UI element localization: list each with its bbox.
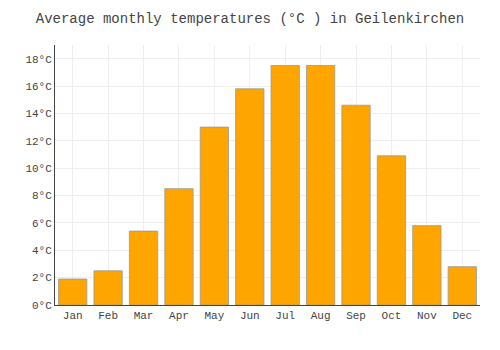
svg-text:Mar: Mar bbox=[134, 310, 154, 322]
svg-text:Oct: Oct bbox=[382, 310, 402, 322]
svg-text:Feb: Feb bbox=[98, 310, 118, 322]
svg-text:Aug: Aug bbox=[311, 310, 331, 322]
svg-text:0°C: 0°C bbox=[32, 300, 52, 312]
svg-text:2°C: 2°C bbox=[32, 272, 52, 284]
svg-text:Jul: Jul bbox=[275, 310, 295, 322]
svg-text:18°C: 18°C bbox=[25, 54, 52, 66]
svg-text:Jun: Jun bbox=[240, 310, 260, 322]
svg-text:Jan: Jan bbox=[63, 310, 83, 322]
svg-text:Apr: Apr bbox=[169, 310, 189, 322]
svg-text:8°C: 8°C bbox=[32, 190, 52, 202]
svg-text:16°C: 16°C bbox=[25, 81, 52, 93]
svg-text:Average monthly temperatures (: Average monthly temperatures (°C ) in Ge… bbox=[36, 11, 464, 27]
svg-text:14°C: 14°C bbox=[25, 108, 52, 120]
svg-text:May: May bbox=[204, 310, 224, 322]
svg-text:10°C: 10°C bbox=[25, 163, 52, 175]
svg-text:12°C: 12°C bbox=[25, 136, 52, 148]
svg-text:Sep: Sep bbox=[346, 310, 366, 322]
svg-text:4°C: 4°C bbox=[32, 245, 52, 257]
svg-text:Dec: Dec bbox=[452, 310, 472, 322]
svg-text:6°C: 6°C bbox=[32, 218, 52, 230]
svg-text:Nov: Nov bbox=[417, 310, 437, 322]
